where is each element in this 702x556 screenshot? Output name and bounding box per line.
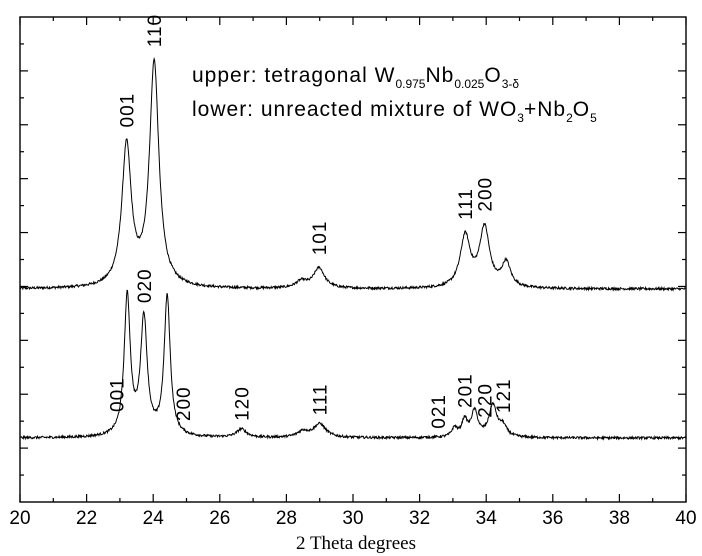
peak-label-lower: 201 [456, 373, 477, 408]
peak-label-lower: 021 [429, 394, 450, 429]
x-tick-label: 36 [542, 508, 563, 529]
x-tick-label: 40 [675, 508, 696, 529]
x-tick-label: 20 [9, 508, 30, 529]
peak-label-upper: 001 [118, 93, 139, 128]
peak-label-upper: 101 [310, 221, 331, 256]
plot-frame [19, 16, 687, 503]
series-lower [19, 289, 687, 441]
tick-labels: 20 22 24 26 28 30 32 34 36 38 40 [9, 508, 696, 529]
x-tick-label: 38 [609, 508, 630, 529]
x-tick-label: 28 [276, 508, 297, 529]
series-layer [19, 56, 687, 441]
x-axis-title: 2 Theta degrees [296, 533, 416, 554]
peak-label-upper: 111 [456, 188, 477, 220]
axes [19, 16, 687, 503]
x-tick-label: 26 [209, 508, 230, 529]
peak-label-upper: 110 [145, 14, 166, 47]
x-tick-label: 34 [476, 508, 498, 529]
peak-label-lower: 020 [135, 268, 156, 303]
peak-label-lower: 120 [232, 386, 253, 421]
peak-label-lower: 111 [311, 384, 332, 416]
series-upper [19, 56, 687, 292]
peak-label-upper: 200 [476, 177, 497, 212]
x-tick-label: 30 [342, 508, 363, 529]
peak-label-lower: 001 [108, 377, 129, 412]
x-tick-label: 24 [143, 508, 165, 529]
peak-label-lower: 220 [476, 383, 497, 418]
x-tick-label: 32 [409, 508, 430, 529]
peak-label-lower: 121 [494, 378, 515, 413]
x-tick-label: 22 [76, 508, 97, 529]
peak-label-lower: 200 [174, 386, 195, 421]
legend-lower: lower: unreacted mixture of WO3+Nb2O5 [192, 98, 597, 125]
legend-upper: upper: tetragonal W0.975Nb0.025O3-δ [192, 64, 519, 91]
